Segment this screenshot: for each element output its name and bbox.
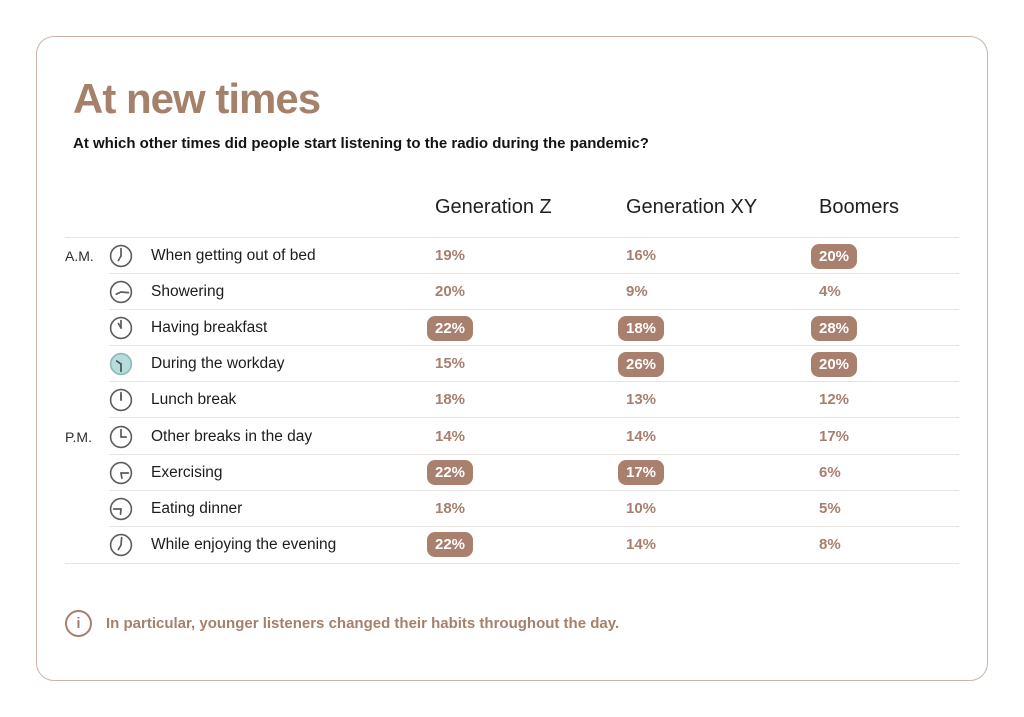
highlighted-value: 22%	[427, 315, 474, 341]
value-cell: 28%	[811, 315, 959, 341]
value: 10%	[626, 499, 657, 517]
table-row: Showering 20% 9% 4%	[65, 274, 959, 311]
highlighted-value: 20%	[811, 351, 858, 377]
highlighted-value: 18%	[618, 315, 665, 341]
value: 9%	[626, 283, 648, 301]
table-row: Lunch break 18% 13% 12%	[65, 382, 959, 419]
clock-9am-icon	[109, 316, 151, 340]
value: 20%	[435, 283, 466, 301]
value: 19%	[435, 247, 466, 265]
value-cell: 17%	[618, 460, 819, 486]
activity-label: Eating dinner	[151, 499, 243, 517]
highlighted-value: 28%	[811, 315, 858, 341]
value-cell: 22%	[427, 532, 626, 558]
value-cell: 18%	[435, 391, 626, 409]
value-cell: 14%	[435, 428, 626, 446]
value: 18%	[435, 391, 466, 409]
value-cell: 14%	[626, 536, 819, 554]
value-cell: 12%	[819, 391, 959, 409]
footnote-text: In particular, younger listeners changed…	[106, 614, 620, 632]
clock-815am-icon	[109, 280, 151, 304]
clock-7am-icon	[109, 244, 151, 268]
activity-label: During the workday	[151, 355, 285, 373]
value-cell: 20%	[811, 243, 959, 269]
value-cell: 22%	[427, 460, 626, 486]
activity-label: Exercising	[151, 463, 223, 481]
table-row: During the workday 15% 26% 20%	[65, 346, 959, 383]
value-cell: 18%	[435, 500, 626, 518]
table-row: Having breakfast 22% 18% 28%	[65, 310, 959, 347]
value: 14%	[626, 535, 657, 553]
value: 17%	[819, 427, 850, 445]
table-row: While enjoying the evening 22% 14% 8%	[65, 527, 959, 563]
table-body: A.M. When getting out of bed 19% 16% 20% Show…	[65, 237, 959, 564]
value-cell: 17%	[819, 428, 959, 446]
activity-label: Other breaks in the day	[151, 427, 313, 445]
clock-evening-icon	[109, 533, 151, 557]
value: 16%	[626, 247, 657, 265]
value-cell: 20%	[435, 283, 626, 301]
value: 18%	[435, 499, 466, 517]
value: 13%	[626, 391, 657, 409]
value: 14%	[626, 427, 657, 445]
infographic-card: At new times At which other times did pe…	[36, 36, 988, 681]
page-title: At new times	[73, 75, 321, 122]
period-label: P.M.	[65, 428, 92, 445]
table-row: Exercising 22% 17% 6%	[65, 455, 959, 491]
highlighted-value: 22%	[427, 532, 474, 558]
value-cell: 19%	[435, 247, 626, 265]
value-cell: 15%	[435, 355, 626, 373]
highlighted-value: 22%	[427, 460, 474, 486]
value-cell: 16%	[626, 247, 819, 265]
footnote: i In particular, younger listeners chang…	[65, 609, 959, 637]
clock-645pm-icon	[109, 497, 151, 521]
value-cell: 22%	[427, 315, 626, 341]
highlighted-value: 26%	[618, 351, 665, 377]
value-cell: 18%	[618, 315, 819, 341]
value-cell: 26%	[618, 351, 819, 377]
value-cell: 8%	[819, 536, 959, 554]
value-cell: 9%	[626, 283, 819, 301]
highlighted-value: 17%	[618, 460, 665, 486]
highlighted-value: 20%	[811, 243, 858, 269]
value-cell: 4%	[819, 283, 959, 301]
activity-label: While enjoying the evening	[151, 535, 337, 553]
clock-noon-icon	[109, 388, 151, 412]
value: 14%	[435, 427, 466, 445]
value: 8%	[819, 535, 841, 553]
value-cell: 6%	[819, 464, 959, 482]
clock-workday-icon	[109, 352, 151, 376]
table-row: A.M. When getting out of bed 19% 16% 20%	[65, 238, 959, 275]
subtitle: At which other times did people start li…	[73, 135, 649, 152]
column-header-generation-xy: Generation XY	[626, 195, 758, 218]
activity-label: Lunch break	[151, 391, 237, 409]
value-cell: 5%	[819, 500, 959, 518]
activity-label: When getting out of bed	[151, 247, 316, 265]
clock-3pm-icon	[109, 425, 151, 449]
value-cell: 10%	[626, 500, 819, 518]
activity-label: Having breakfast	[151, 319, 268, 337]
clock-5pm-icon	[109, 461, 151, 485]
value: 12%	[819, 391, 850, 409]
column-header-generation-z: Generation Z	[435, 195, 552, 218]
value: 6%	[819, 463, 841, 481]
value-cell: 20%	[811, 351, 959, 377]
value: 4%	[819, 283, 841, 301]
value-cell: 13%	[626, 391, 819, 409]
value: 15%	[435, 355, 466, 373]
column-header-boomers: Boomers	[819, 195, 900, 218]
value: 5%	[819, 499, 841, 517]
table-row: P.M. Other breaks in the day 14% 14% 17%	[65, 418, 959, 455]
info-icon: i	[65, 609, 92, 637]
period-label: A.M.	[65, 248, 94, 265]
table-row: Eating dinner 18% 10% 5%	[65, 491, 959, 527]
table-header: Generation Z Generation XY Boomers	[65, 194, 959, 220]
activity-label: Showering	[151, 283, 225, 301]
value-cell: 14%	[626, 428, 819, 446]
